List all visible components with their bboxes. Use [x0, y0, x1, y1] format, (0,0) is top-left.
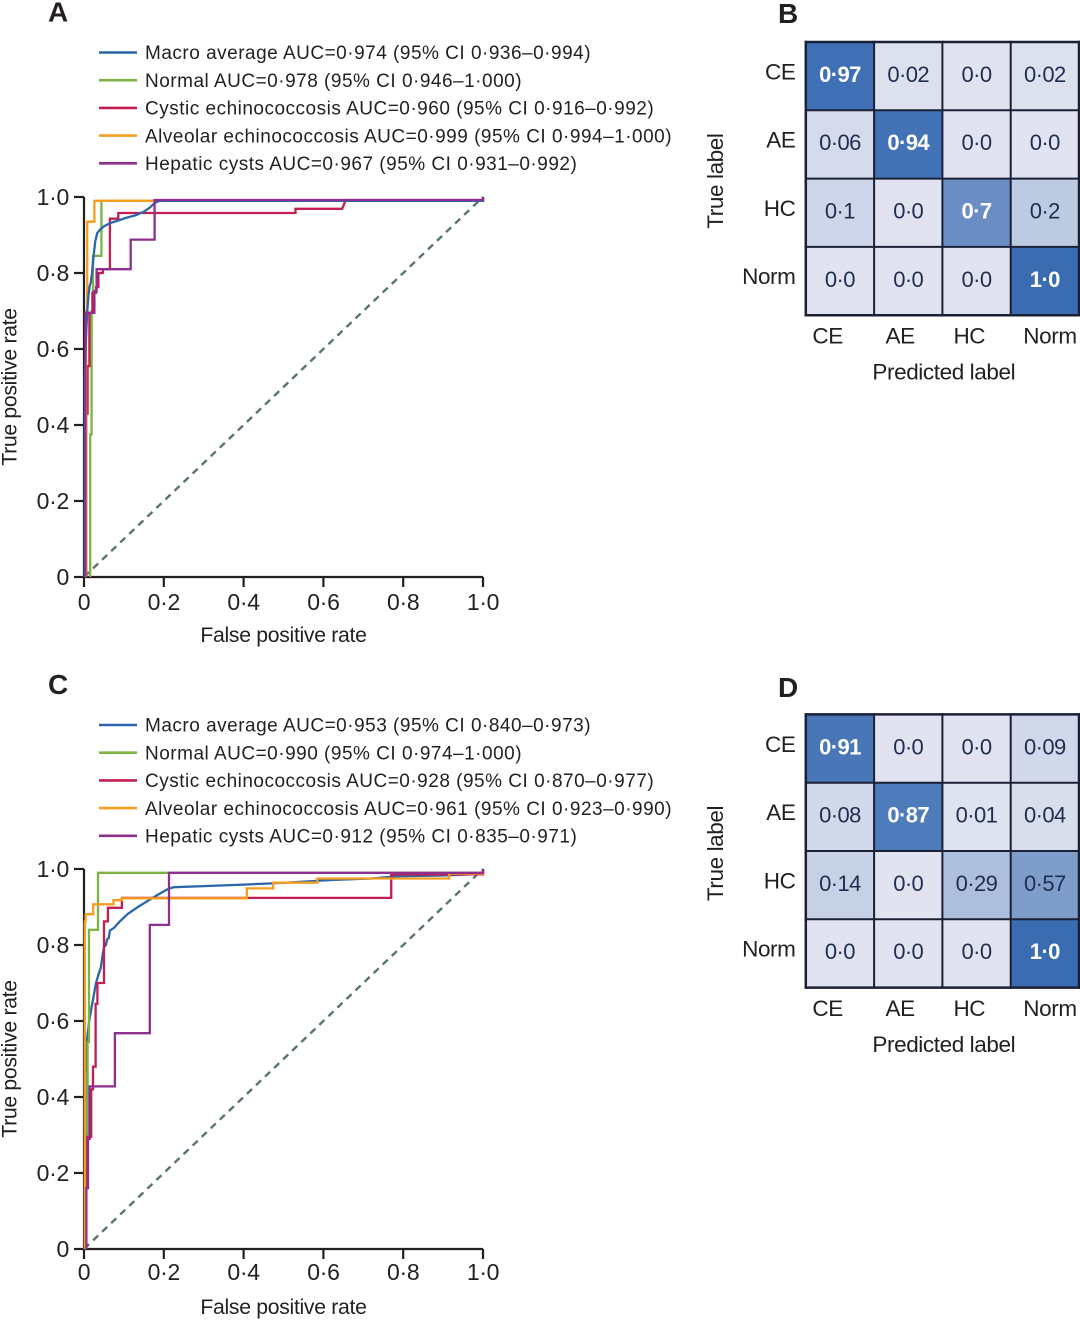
svg-text:1·0: 1·0 — [37, 184, 69, 210]
svg-text:0·0: 0·0 — [962, 267, 992, 292]
svg-text:0·0: 0·0 — [893, 939, 923, 964]
svg-text:0: 0 — [57, 564, 70, 590]
svg-text:Alveolar echinococcosis AUC=0·: Alveolar echinococcosis AUC=0·999 (95% C… — [145, 126, 672, 147]
svg-text:0·14: 0·14 — [819, 871, 861, 896]
svg-text:D: D — [778, 672, 798, 703]
svg-text:AE: AE — [885, 996, 915, 1021]
svg-text:0·06: 0·06 — [819, 130, 861, 155]
svg-text:Norm: Norm — [742, 264, 795, 289]
svg-text:0·4: 0·4 — [227, 1259, 260, 1285]
svg-text:False positive rate: False positive rate — [200, 624, 366, 647]
svg-text:1·0: 1·0 — [37, 856, 69, 882]
svg-text:0·0: 0·0 — [893, 267, 923, 292]
svg-text:CE: CE — [812, 324, 843, 349]
svg-text:0·87: 0·87 — [887, 803, 929, 828]
svg-text:0·2: 0·2 — [148, 589, 180, 615]
svg-text:CE: CE — [765, 732, 796, 757]
svg-text:0·0: 0·0 — [893, 734, 923, 759]
svg-text:0·0: 0·0 — [1030, 130, 1060, 155]
svg-text:0·0: 0·0 — [962, 62, 992, 87]
svg-text:Cystic echinococcosis AUC=0·92: Cystic echinococcosis AUC=0·928 (95% CI … — [145, 771, 654, 792]
svg-text:B: B — [778, 0, 798, 29]
svg-text:0·0: 0·0 — [962, 734, 992, 759]
svg-text:0·6: 0·6 — [307, 589, 339, 615]
svg-text:0·02: 0·02 — [1024, 62, 1066, 87]
svg-text:0·91: 0·91 — [819, 734, 861, 759]
svg-text:True positive rate: True positive rate — [0, 980, 22, 1138]
svg-text:0·09: 0·09 — [1024, 734, 1066, 759]
svg-text:Alveolar echinococcosis AUC=0·: Alveolar echinococcosis AUC=0·961 (95% C… — [145, 799, 672, 820]
svg-text:0: 0 — [57, 1236, 70, 1262]
svg-text:1·0: 1·0 — [467, 1259, 499, 1285]
svg-text:Normal AUC=0·978 (95% CI 0·946: Normal AUC=0·978 (95% CI 0·946–1·000) — [145, 71, 522, 92]
svg-text:Norm: Norm — [1023, 324, 1076, 349]
svg-text:0: 0 — [78, 1259, 91, 1285]
svg-text:0·0: 0·0 — [825, 939, 855, 964]
svg-text:0·6: 0·6 — [37, 1008, 69, 1034]
svg-text:0·0: 0·0 — [962, 939, 992, 964]
svg-text:Hepatic cysts AUC=0·912 (95% C: Hepatic cysts AUC=0·912 (95% CI 0·835–0·… — [145, 827, 577, 848]
svg-text:1·0: 1·0 — [467, 589, 499, 615]
svg-text:0·29: 0·29 — [956, 871, 998, 896]
svg-text:Norm: Norm — [1023, 996, 1076, 1021]
svg-text:0·02: 0·02 — [887, 62, 929, 87]
svg-text:Macro average AUC=0·974 (95% C: Macro average AUC=0·974 (95% CI 0·936–0·… — [145, 43, 591, 64]
svg-text:CE: CE — [812, 996, 843, 1021]
svg-text:0·0: 0·0 — [893, 199, 923, 224]
svg-text:0·6: 0·6 — [307, 1259, 339, 1285]
svg-text:AE: AE — [766, 128, 796, 153]
svg-text:Predicted label: Predicted label — [872, 1032, 1015, 1057]
svg-text:Normal AUC=0·990 (95% CI 0·974: Normal AUC=0·990 (95% CI 0·974–1·000) — [145, 743, 522, 764]
svg-text:AE: AE — [885, 324, 915, 349]
svg-text:0·0: 0·0 — [825, 267, 855, 292]
svg-text:0·8: 0·8 — [387, 1259, 419, 1285]
svg-text:0·0: 0·0 — [893, 871, 923, 896]
svg-text:HC: HC — [764, 196, 796, 221]
svg-text:False positive rate: False positive rate — [200, 1296, 366, 1319]
svg-text:Norm: Norm — [742, 937, 795, 962]
svg-text:0·2: 0·2 — [37, 488, 69, 514]
svg-text:True label: True label — [703, 133, 728, 228]
svg-text:0: 0 — [78, 589, 91, 615]
svg-text:0·0: 0·0 — [962, 130, 992, 155]
svg-text:0·97: 0·97 — [819, 62, 861, 87]
svg-text:0·8: 0·8 — [37, 932, 69, 958]
svg-text:0·4: 0·4 — [37, 1084, 70, 1110]
svg-text:HC: HC — [764, 868, 796, 893]
svg-text:0·01: 0·01 — [956, 803, 998, 828]
svg-text:C: C — [48, 669, 68, 700]
svg-text:Macro average AUC=0·953 (95% C: Macro average AUC=0·953 (95% CI 0·840–0·… — [145, 716, 591, 737]
svg-text:HC: HC — [953, 996, 985, 1021]
svg-text:AE: AE — [766, 800, 796, 825]
svg-text:1·0: 1·0 — [1030, 267, 1060, 292]
svg-text:0·4: 0·4 — [37, 412, 70, 438]
svg-text:0·8: 0·8 — [37, 260, 69, 286]
svg-text:0·94: 0·94 — [887, 130, 930, 155]
svg-text:0·08: 0·08 — [819, 803, 861, 828]
svg-text:Cystic echinococcosis AUC=0·96: Cystic echinococcosis AUC=0·960 (95% CI … — [145, 99, 654, 120]
svg-text:True label: True label — [703, 806, 728, 901]
svg-text:HC: HC — [953, 324, 985, 349]
svg-text:0·2: 0·2 — [1030, 199, 1060, 224]
svg-text:Hepatic cysts AUC=0·967 (95% C: Hepatic cysts AUC=0·967 (95% CI 0·931–0·… — [145, 154, 577, 175]
svg-text:0·04: 0·04 — [1024, 803, 1066, 828]
svg-text:0·7: 0·7 — [962, 199, 992, 224]
svg-text:0·8: 0·8 — [387, 589, 419, 615]
svg-text:0·57: 0·57 — [1024, 871, 1066, 896]
svg-text:0·2: 0·2 — [37, 1160, 69, 1186]
svg-text:0·2: 0·2 — [148, 1259, 180, 1285]
svg-text:CE: CE — [765, 59, 796, 84]
svg-text:0·4: 0·4 — [227, 589, 260, 615]
svg-text:1·0: 1·0 — [1030, 939, 1060, 964]
svg-text:True positive rate: True positive rate — [0, 308, 22, 466]
svg-text:Predicted label: Predicted label — [872, 360, 1015, 385]
svg-text:A: A — [48, 0, 68, 28]
svg-text:0·6: 0·6 — [37, 336, 69, 362]
svg-text:0·1: 0·1 — [825, 199, 855, 224]
